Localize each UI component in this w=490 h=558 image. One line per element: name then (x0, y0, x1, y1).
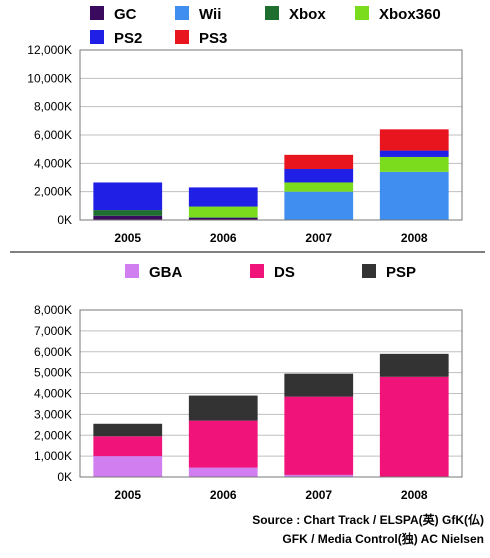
legend-label-ps2: PS2 (114, 30, 142, 47)
x-tick-label: 2005 (114, 488, 141, 502)
bar-ps2-2006 (188, 187, 258, 207)
bar-gba-2007 (284, 474, 354, 477)
bar-ps2-2005 (93, 182, 163, 211)
x-tick-label: 2007 (305, 488, 332, 502)
y-tick-label: 6,000K (34, 345, 72, 359)
y-tick-label: 8,000K (34, 303, 72, 317)
legend-swatch-ps2 (90, 30, 104, 44)
y-tick-label: 0K (57, 470, 72, 484)
bar-gba-2006 (188, 467, 258, 477)
y-tick-label: 0K (57, 213, 72, 227)
bar-ds-2006 (188, 420, 258, 468)
legend-label-gba: GBA (149, 264, 183, 281)
bar-wii-2007 (284, 191, 354, 220)
bar-xbox360-2006 (188, 206, 258, 218)
legend-label-ps3: PS3 (199, 30, 227, 47)
bar-xbox360-2008 (379, 156, 449, 172)
bar-xbox-2005 (93, 210, 163, 216)
plot-border (79, 49, 463, 221)
bar-ds-2008 (379, 376, 449, 477)
legend-swatch-xbox360 (355, 6, 369, 20)
bar-gc-2006 (188, 217, 258, 220)
y-tick-label: 8,000K (34, 100, 72, 114)
x-tick-label: 2006 (210, 231, 237, 245)
bar-xbox-2006 (188, 217, 258, 218)
legend-label-xbox360: Xbox360 (379, 6, 441, 23)
legend-label-xbox: Xbox (289, 6, 326, 23)
x-tick-label: 2008 (401, 488, 428, 502)
legend-label-gc: GC (114, 6, 137, 23)
bar-gba-2005 (93, 456, 163, 477)
legend-label-psp: PSP (386, 264, 416, 281)
y-tick-label: 2,000K (34, 185, 72, 199)
legend-label-wii: Wii (199, 6, 221, 23)
bar-psp-2005 (93, 423, 163, 437)
y-tick-label: 7,000K (34, 324, 72, 338)
y-tick-label: 3,000K (34, 407, 72, 421)
chart-1: 0K 2,000K 4,000K 6,000K 8,000K 10,000K 12,000K… (27, 6, 463, 245)
x-tick-label: 2007 (305, 231, 332, 245)
legend-swatch-xbox (265, 6, 279, 20)
bar-ds-2007 (284, 396, 354, 475)
bar-psp-2008 (379, 353, 449, 377)
bar-ds-2005 (93, 436, 163, 457)
chart-2: 0K 1,000K 2,000K 3,000K 4,000K 5,000K 6,000K 7,… (34, 264, 463, 502)
y-tick-label: 2,000K (34, 428, 72, 442)
plot-border (79, 309, 463, 478)
y-tick-label: 4,000K (34, 156, 72, 170)
bar-ps2-2008 (379, 150, 449, 157)
y-tick-label: 6,000K (34, 128, 72, 142)
legend-swatch-gba (125, 264, 139, 278)
bar-ps2-2007 (284, 169, 354, 183)
bar-psp-2006 (188, 395, 258, 421)
bar-xbox360-2007 (284, 182, 354, 192)
source-line-1: Source : Chart Track / ELSPA(英) GfK(仏) (252, 513, 484, 527)
y-tick-label: 4,000K (34, 387, 72, 401)
y-tick-label: 1,000K (34, 449, 72, 463)
bar-gc-2005 (93, 215, 163, 220)
y-tick-label: 5,000K (34, 366, 72, 380)
x-tick-label: 2006 (210, 488, 237, 502)
legend-swatch-psp (362, 264, 376, 278)
legend-swatch-gc (90, 6, 104, 20)
bar-wii-2008 (379, 171, 449, 220)
x-tick-label: 2008 (401, 231, 428, 245)
y-tick-label: 12,000K (27, 43, 72, 57)
source-line-2: GFK / Media Control(独) AC Nielsen (282, 532, 484, 546)
bar-ps3-2007 (284, 154, 354, 169)
legend-swatch-ds (250, 264, 264, 278)
x-tick-label: 2005 (114, 231, 141, 245)
y-tick-label: 10,000K (27, 71, 72, 85)
bar-ps3-2008 (379, 129, 449, 151)
legend-swatch-wii (175, 6, 189, 20)
bar-psp-2007 (284, 373, 354, 397)
legend-label-ds: DS (274, 264, 295, 281)
legend-swatch-ps3 (175, 30, 189, 44)
